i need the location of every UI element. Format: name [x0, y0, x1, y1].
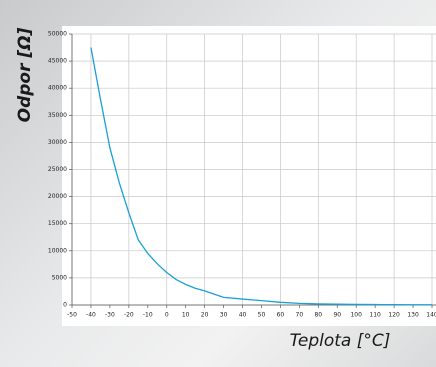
x-tick-label: 10 — [182, 312, 190, 319]
plot-panel — [62, 26, 436, 326]
y-axis-title: Odpor [Ω] — [15, 27, 35, 122]
y-tick-label: 10000 — [48, 247, 67, 254]
y-tick-label: 25000 — [48, 166, 67, 173]
x-tick-label: 50 — [258, 312, 266, 319]
y-tick-label: 40000 — [48, 85, 67, 92]
x-tick-label: -20 — [124, 312, 134, 319]
x-tick-label: 20 — [201, 312, 209, 319]
x-tick-label: 60 — [277, 312, 285, 319]
x-tick-label: 30 — [220, 312, 228, 319]
x-tick-label: 90 — [333, 312, 341, 319]
x-tick-label: 70 — [296, 312, 304, 319]
data-line — [90, 47, 433, 306]
y-tick-label: 30000 — [48, 139, 67, 146]
x-tick-label: 80 — [314, 312, 322, 319]
y-tick-label: 50000 — [48, 31, 67, 38]
y-tick-label: 15000 — [48, 220, 67, 227]
x-tick-label: -40 — [86, 312, 96, 319]
y-tick-label: 5000 — [52, 274, 67, 281]
x-tick-label: 120 — [388, 312, 400, 319]
x-tick-label: -50 — [67, 312, 77, 319]
x-tick-label: -10 — [143, 312, 153, 319]
y-tick-label: 45000 — [48, 58, 67, 65]
x-tick-label: -30 — [105, 312, 115, 319]
x-axis-title: Teplota [°C] — [290, 331, 391, 351]
x-tick-label: 0 — [165, 312, 169, 319]
x-tick-label: 100 — [350, 312, 362, 319]
x-tick-label: 140 — [426, 312, 436, 319]
x-tick-label: 110 — [369, 312, 381, 319]
y-tick-label: 0 — [63, 302, 67, 309]
x-tick-label: 40 — [239, 312, 247, 319]
y-tick-label: 35000 — [48, 112, 67, 119]
x-tick-label: 130 — [407, 312, 419, 319]
y-tick-label: 20000 — [48, 193, 67, 200]
